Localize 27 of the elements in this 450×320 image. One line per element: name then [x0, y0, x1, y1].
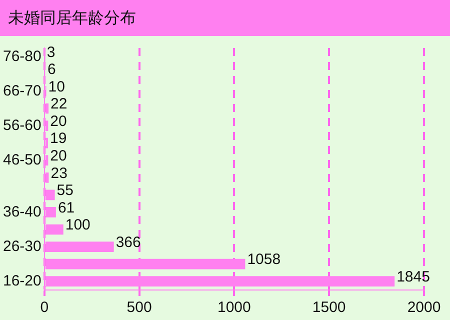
x-tick-label: 1500 [312, 299, 346, 316]
y-tick-label: 16-20 [2, 272, 42, 290]
data-label: 20 [50, 112, 67, 130]
data-label: 10 [48, 78, 65, 96]
data-label: 100 [65, 216, 90, 234]
x-tick-label: 1000 [217, 299, 251, 316]
data-label: 19 [50, 130, 67, 148]
data-label: 61 [58, 199, 75, 216]
y-tick-label: 46-50 [2, 152, 42, 168]
y-tick-label: 66-70 [2, 82, 42, 100]
data-label: 23 [50, 164, 68, 182]
x-tick-label: 2000 [407, 299, 441, 316]
data-label: 1845 [396, 268, 430, 286]
data-label: 3 [46, 44, 56, 61]
data-label: 1058 [247, 251, 281, 268]
y-tick-label: 56-60 [2, 116, 42, 134]
y-tick-label: 26-30 [2, 238, 42, 255]
data-label: 20 [50, 148, 67, 164]
data-label: 55 [56, 182, 74, 200]
data-label: 6 [48, 61, 56, 78]
x-tick-label: 0 [40, 299, 49, 316]
y-tick-label: 36-40 [2, 203, 42, 220]
x-tick-label: 500 [126, 299, 152, 316]
y-tick-label: 76-80 [2, 48, 42, 65]
data-label: 22 [50, 96, 68, 113]
data-label: 366 [116, 234, 141, 251]
chart-title: 未婚同居年龄分布 [0, 0, 450, 36]
